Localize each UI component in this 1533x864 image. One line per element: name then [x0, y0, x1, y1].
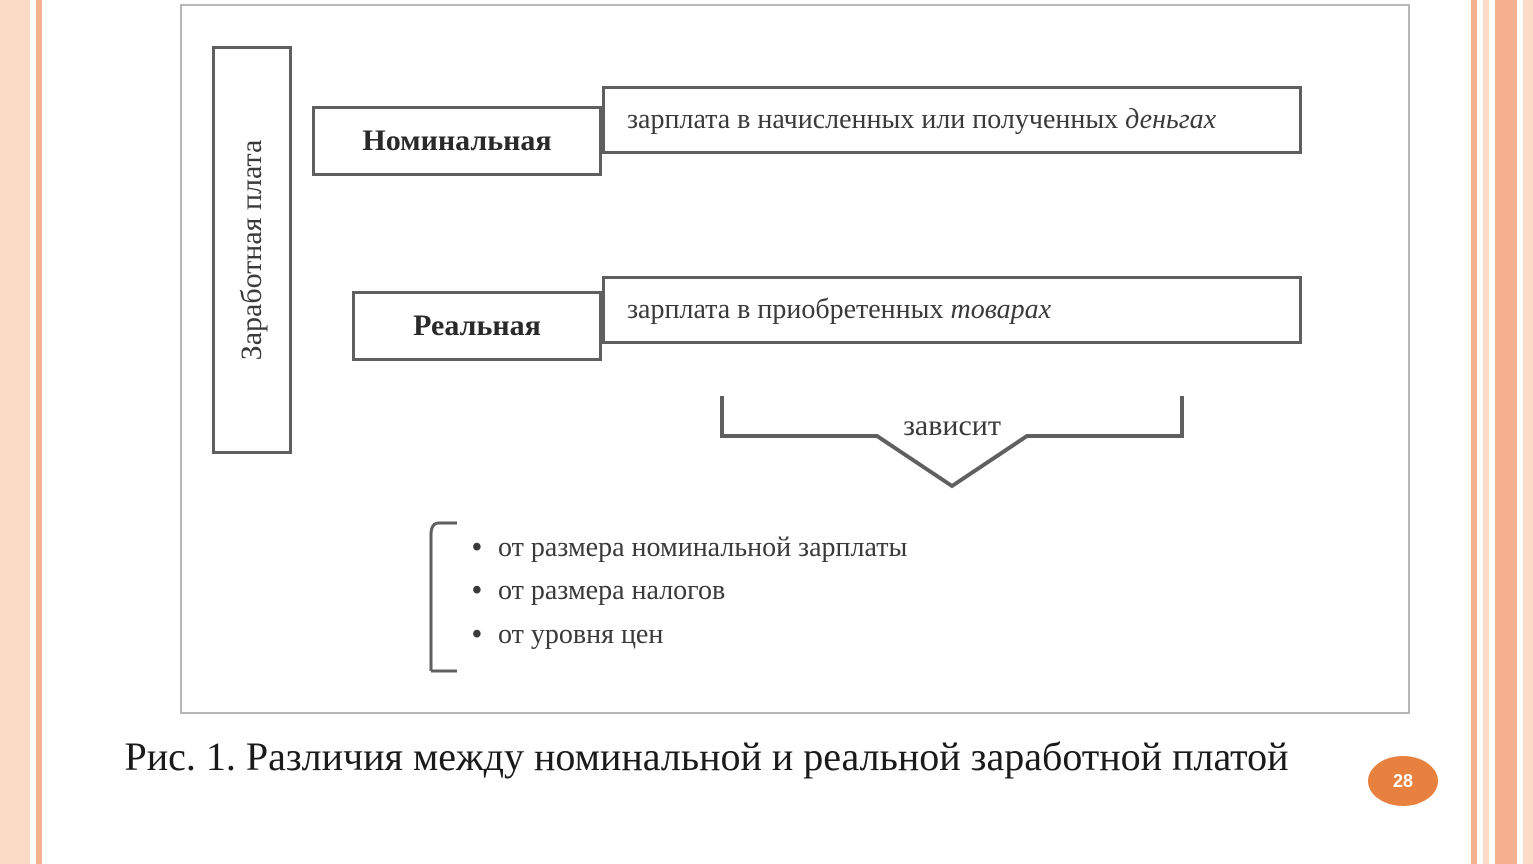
page-number-badge: 28	[1368, 756, 1438, 806]
depends-arrow: зависит	[717, 391, 1187, 491]
real-desc-box: зарплата в приобретенных товарах	[602, 276, 1302, 344]
nominal-box: Номинальная	[312, 106, 602, 176]
frame-strip	[0, 0, 30, 864]
figure-caption: Рис. 1. Различия между номинальной и реа…	[120, 730, 1293, 784]
frame-strip	[1523, 0, 1533, 864]
factor-item: от размера номинальной зарплаты	[472, 526, 907, 569]
real-desc-emph: товарах	[950, 294, 1051, 325]
vertical-category-box: Заработная плата	[212, 46, 292, 454]
real-desc-text: зарплата в приобретенных	[627, 294, 950, 325]
factors-list: от размера номинальной зарплаты от разме…	[472, 526, 907, 656]
frame-strip	[1495, 0, 1517, 864]
frame-strip	[36, 0, 42, 864]
frame-strip	[1471, 0, 1477, 864]
nominal-label: Номинальная	[362, 124, 551, 158]
real-box: Реальная	[352, 291, 602, 361]
frame-strip	[1483, 0, 1489, 864]
wage-diagram: Заработная плата Номинальная зарплата в …	[180, 4, 1410, 714]
factors-bracket-icon	[427, 521, 459, 686]
factor-item: от размера налогов	[472, 569, 907, 612]
arrow-label: зависит	[897, 409, 1007, 443]
nominal-desc-box: зарплата в начисленных или полученных де…	[602, 86, 1302, 154]
nominal-desc-text: зарплата в начисленных или полученных	[627, 104, 1125, 135]
content-area: Заработная плата Номинальная зарплата в …	[60, 0, 1453, 864]
nominal-desc-emph: деньгах	[1125, 104, 1216, 135]
page-number: 28	[1393, 771, 1413, 792]
real-label: Реальная	[413, 309, 541, 343]
slide: Заработная плата Номинальная зарплата в …	[0, 0, 1533, 864]
factor-item: от уровня цен	[472, 613, 907, 656]
vertical-category-label: Заработная плата	[235, 140, 269, 361]
